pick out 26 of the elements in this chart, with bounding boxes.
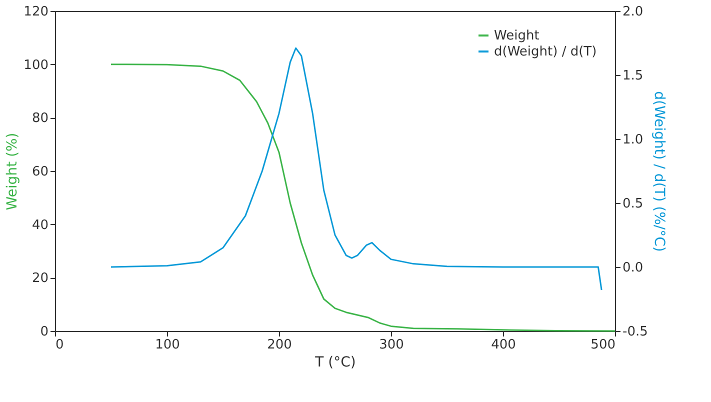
y-tick-label: 20 [32,271,48,286]
x-tick-label: 300 [379,338,404,352]
y-tick-label: 120 [24,4,48,20]
y2-axis-title: d(Weight) / d(T) (%/°C) [650,91,667,252]
x-tick-label: 100 [155,338,180,352]
y2-tick-label: 0.5 [622,196,644,212]
y2-tick-label: 1.5 [622,68,644,84]
y-tick-label: 0 [40,324,48,340]
x-tick-label: 500 [590,338,616,352]
legend-label: d(Weight) / d(T) [494,44,597,60]
line-series [110,47,602,291]
y-tick-label: 80 [32,111,48,126]
y-tick-label: 100 [24,58,48,73]
y-tick-label: 40 [32,218,48,233]
x-tick-label: 400 [491,338,516,352]
y-axis-title: Weight (%) [4,132,21,210]
x-tick-label: 200 [267,338,292,352]
y2-tick-label: -0.5 [622,324,648,340]
y2-tick-label: 2.0 [622,4,644,20]
legend-label: Weight [494,28,540,44]
x-tick-label: 0 [56,338,64,352]
x-axis-title: T (°C) [314,354,356,370]
y2-tick-label: 1.0 [622,132,644,148]
y2-tick-label: 0.0 [622,260,644,276]
y-tick-label: 60 [32,164,48,180]
line-series [110,64,616,332]
